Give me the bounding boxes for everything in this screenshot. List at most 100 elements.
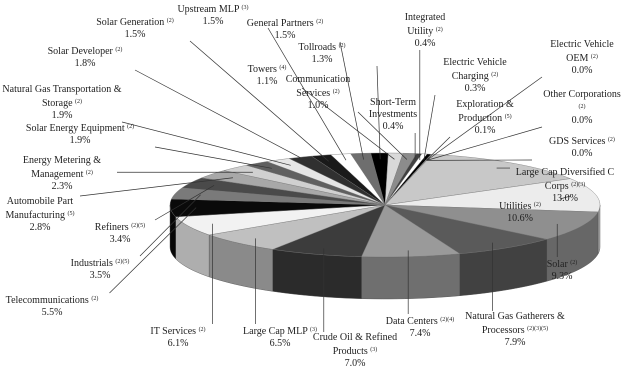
leader-lines (79, 27, 571, 332)
category-name: Natural Gas Gatherers & Processors (465, 311, 565, 336)
slice-label: Short-Term Investments 0.4% (356, 97, 431, 133)
slice-label: Large Cap Diversified C Corps (2)(3) 13.0… (510, 167, 620, 205)
footnote: (2) (127, 124, 135, 130)
value-label: 3.4% (109, 234, 131, 245)
pie-slice (271, 204, 386, 257)
leader-line (79, 177, 233, 197)
footnote: (5) (504, 114, 512, 120)
footnote: (2)(3)(5) (527, 326, 549, 332)
footnote: (2) (115, 47, 123, 53)
category-name: Solar Generation (96, 17, 165, 28)
leader-line (139, 194, 201, 257)
value-label: 0.1% (474, 125, 496, 136)
leader-line (426, 126, 543, 161)
slice-label: Natural Gas Gatherers & Processors (2)(3… (453, 311, 578, 349)
leader-line (154, 185, 215, 221)
footnote: (2) (435, 27, 443, 33)
value-label: 7.9% (504, 337, 526, 348)
value-label: 0.3% (464, 83, 486, 94)
category-name: Electric Vehicle Charging (443, 57, 507, 82)
value-label: 6.5% (269, 338, 291, 349)
value-label: 10.6% (507, 213, 533, 224)
value-label: 0.0% (571, 65, 593, 76)
leader-line (376, 65, 381, 160)
category-name: Refiners (94, 222, 129, 233)
footnote: (3) (241, 5, 249, 11)
slice-label: General Partners (2) 1.5% (230, 16, 340, 42)
pie-slice (169, 198, 386, 218)
slice-label: Energy Metering & Management (2) 2.3% (7, 155, 117, 193)
leader-line (426, 76, 543, 161)
category-name: Telecommunications (5, 295, 89, 306)
category-name: Solar Developer (47, 46, 113, 57)
footnote: (2) (578, 104, 586, 110)
category-name: Upstream MLP (177, 4, 240, 15)
slice-label: Crude Oil & Refined Products (3) 7.0% (308, 332, 403, 370)
slice-label: Data Centers (2)(4) 7.4% (380, 314, 460, 340)
value-label: 1.1% (256, 76, 278, 87)
category-name: General Partners (246, 18, 314, 29)
slice-label: Solar Energy Equipment (2) 1.9% (5, 121, 155, 147)
slice-label: Solar Developer (2) 1.8% (35, 44, 135, 70)
pie-slice (384, 154, 572, 206)
category-name: Short-Term Investments (368, 97, 418, 120)
footnote: (2) (91, 296, 99, 302)
slice-label: IT Services (2) 6.1% (133, 324, 223, 350)
value-label: 1.3% (311, 54, 333, 65)
pie-slice (384, 178, 601, 213)
slice-label: Large Cap MLP (3) 6.5% (230, 324, 330, 350)
pie-slice (384, 204, 599, 240)
footnote: (2) (75, 99, 83, 105)
leader-line (559, 195, 571, 200)
value-label: 2.3% (51, 181, 73, 192)
footnote: (2) (198, 327, 206, 333)
category-name: Solar Energy Equipment (25, 123, 125, 134)
leader-line (423, 94, 436, 161)
footnote: (2) (166, 18, 174, 24)
pie-slice (171, 187, 386, 206)
category-name: Exploration & Production (456, 99, 514, 124)
pie-slice (361, 204, 461, 258)
value-label: 1.9% (69, 135, 91, 146)
leader-line (301, 87, 395, 160)
footnote: (2) (491, 72, 499, 78)
slice-label: Integrated Utility (2) 0.4% (395, 12, 455, 50)
footnote: (2) (85, 170, 93, 176)
slice-label: Industrials (2)(5) 3.5% (60, 256, 140, 282)
footnote: (5) (67, 211, 75, 217)
slice-label: Solar Generation (2) 1.5% (80, 15, 190, 41)
category-name: Integrated Utility (404, 12, 446, 37)
category-name: Large Cap MLP (243, 326, 308, 337)
value-label: 5.5% (41, 307, 63, 318)
leader-line (357, 111, 408, 160)
pie-slice-side (361, 253, 460, 300)
category-name: Natural Gas Transportation & Storage (2, 84, 122, 109)
pie-slice (175, 204, 386, 236)
value-label: 0.0% (571, 148, 593, 159)
value-label: 9.3% (551, 271, 573, 282)
slice-label: Other Corporations (2) 0.0% (542, 89, 622, 127)
pie-slice-side (272, 249, 362, 299)
category-name: Automobile Part Manufacturing (5, 196, 74, 221)
category-name: Towers (247, 64, 277, 75)
value-label: 6.1% (167, 338, 189, 349)
footnote: (2) (607, 137, 615, 143)
footnote: (2) (590, 54, 598, 60)
footnote: (2)(5) (131, 223, 146, 229)
footnote: (2)(4) (440, 317, 455, 323)
footnote: (2) (316, 19, 324, 25)
leader-line (134, 69, 311, 164)
pie-slice (384, 204, 547, 254)
value-label: 1.9% (51, 110, 73, 121)
slice-label: Exploration & Production (5) 0.1% (450, 99, 520, 137)
pie-slice-side (597, 204, 601, 255)
slice-label: Electric Vehicle OEM (2) 0.0% (542, 39, 622, 77)
footnote: (4) (279, 65, 287, 71)
category-name: Electric Vehicle OEM (550, 39, 614, 64)
slice-label: Natural Gas Transportation & Storage (2)… (2, 84, 122, 122)
slice-label: Tollroads (2) 1.3% (267, 40, 377, 66)
footnote: (2)(5) (115, 259, 130, 265)
value-label: 13.0% (552, 193, 578, 204)
